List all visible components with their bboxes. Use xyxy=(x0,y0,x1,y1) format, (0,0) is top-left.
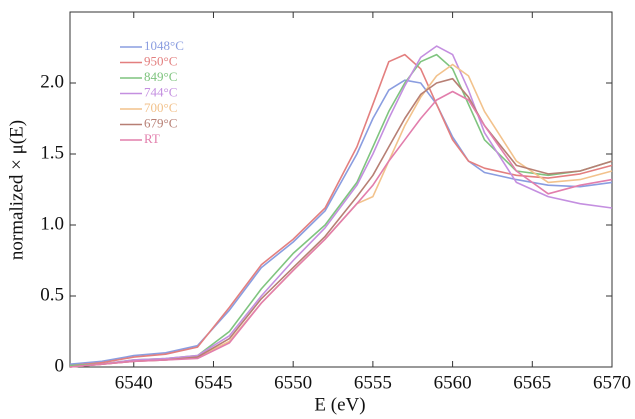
x-tick-label: 6540 xyxy=(115,372,153,393)
y-tick-label: 0 xyxy=(55,355,65,376)
y-axis-label: normalized × μ(E) xyxy=(6,120,27,260)
x-tick-label: 6560 xyxy=(434,372,472,393)
x-tick-label: 6570 xyxy=(593,372,631,393)
y-tick-label: 1.5 xyxy=(40,142,64,163)
x-tick-label: 6555 xyxy=(354,372,392,393)
y-tick-label: 0.5 xyxy=(40,284,64,305)
legend-label: 1048°C xyxy=(144,38,184,53)
x-axis-label: E (eV) xyxy=(314,394,365,415)
series-line xyxy=(69,90,613,368)
y-tick-label: 1.0 xyxy=(40,213,64,234)
plot-frame xyxy=(69,11,613,368)
legend-label: 950°C xyxy=(144,53,177,68)
legend-label: 700°C xyxy=(144,100,177,115)
series-line xyxy=(69,45,613,368)
x-tick-label: 6550 xyxy=(274,372,312,393)
legend-label: 744°C xyxy=(144,84,177,99)
legend-label: RT xyxy=(144,131,160,146)
x-tick-label: 6545 xyxy=(194,372,232,393)
legend-label: 849°C xyxy=(144,69,177,84)
legend-label: 679°C xyxy=(144,115,177,130)
y-tick-label: 2.0 xyxy=(40,71,64,92)
x-tick-label: 6565 xyxy=(513,372,551,393)
series-line xyxy=(69,79,613,365)
series-line xyxy=(69,53,613,367)
